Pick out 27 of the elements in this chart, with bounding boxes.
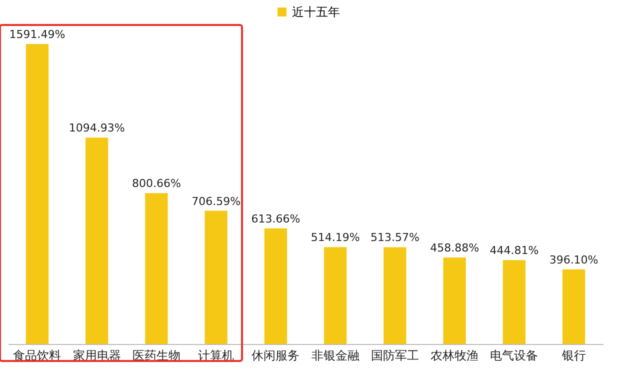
x-tick-label: 电气设备 [490, 348, 538, 362]
data-label: 513.57% [370, 231, 420, 244]
data-label: 613.66% [251, 212, 300, 226]
bar [145, 193, 168, 344]
data-label: 1591.49% [9, 28, 66, 41]
data-label: 514.19% [310, 231, 360, 244]
x-tick-label: 非银金融 [311, 348, 360, 362]
bar [502, 260, 526, 344]
bar [443, 258, 466, 344]
bar [26, 44, 49, 344]
bar [264, 228, 288, 344]
bar [324, 247, 347, 344]
data-label: 444.81% [490, 244, 539, 258]
bar [204, 210, 228, 344]
data-label: 1094.93% [68, 122, 125, 135]
data-label: 396.10% [549, 253, 598, 266]
x-tick-label: 银行 [560, 348, 586, 362]
x-tick-label: 休闲服务 [252, 348, 300, 362]
bar [384, 247, 406, 344]
data-label: 706.59% [192, 194, 241, 208]
data-label: 800.66% [132, 177, 181, 190]
legend-label: 近十五年 [292, 5, 340, 19]
bar [86, 138, 108, 344]
x-tick-label: 农林牧渔 [430, 348, 479, 362]
bar [562, 269, 586, 344]
x-tick-label: 国防军工 [370, 348, 419, 362]
data-label: 458.88% [430, 242, 480, 254]
